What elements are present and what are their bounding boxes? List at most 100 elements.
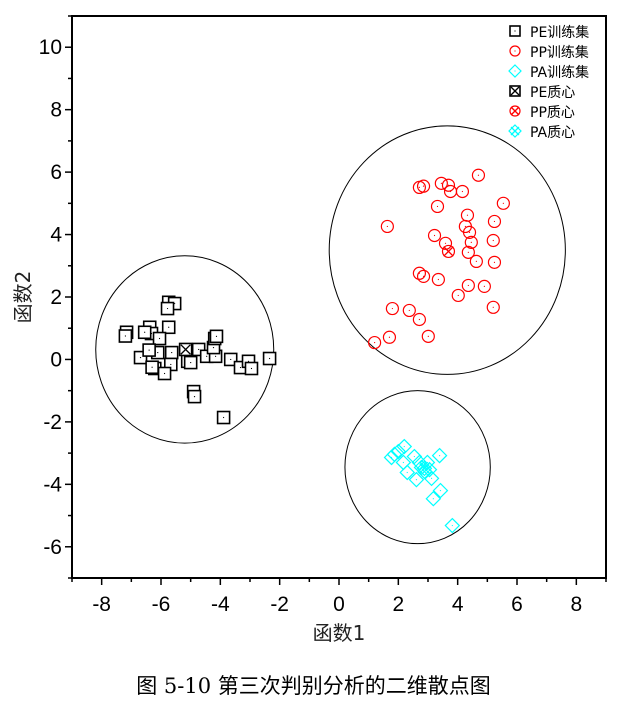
center-dot (438, 455, 441, 457)
data-point-diamond (423, 470, 440, 487)
center-dot (212, 346, 215, 349)
data-point-circle (471, 168, 486, 182)
x-tick-label: -8 (92, 593, 111, 616)
cross-line (510, 126, 520, 136)
group-circle-pa (344, 390, 491, 545)
data-point-diamond (408, 471, 425, 488)
diamond-marker (390, 443, 407, 460)
diamond-marker (396, 438, 413, 455)
center-dot (493, 220, 496, 223)
center-dot (433, 234, 436, 237)
cross-line (419, 463, 430, 474)
center-dot (467, 251, 469, 253)
data-point-circle (380, 219, 394, 234)
data-point-circle (421, 329, 435, 343)
center-dot (247, 360, 250, 362)
data-point-circle (382, 330, 397, 344)
x-axis-label: 函数1 (313, 621, 366, 645)
center-dot (483, 285, 485, 287)
data-point-circle (368, 335, 382, 350)
legend-label: PA质心 (530, 125, 575, 141)
data-point-circle (431, 272, 445, 287)
circle-marker (382, 330, 397, 344)
data-point-circle (486, 233, 500, 248)
center-dot (406, 471, 408, 474)
center-dot (239, 366, 242, 369)
data-point-square (142, 343, 156, 357)
circle-marker (416, 269, 431, 283)
x-tick-label: 4 (452, 593, 464, 616)
center-dot (222, 416, 225, 419)
center-dot (440, 182, 442, 184)
data-point-square (161, 320, 176, 335)
data-point-diamond (419, 454, 436, 471)
circle-marker (441, 178, 456, 192)
center-dot (437, 278, 439, 281)
data-point-circle (455, 184, 470, 199)
center-dot (492, 306, 494, 308)
data-point-circle (402, 303, 416, 318)
data-point-circle-x (441, 244, 456, 259)
diamond-marker (423, 470, 440, 487)
data-point-circle (412, 312, 426, 327)
center-dot (206, 355, 208, 357)
center-dot (166, 307, 169, 310)
y-tick-label: -4 (43, 473, 62, 496)
data-point-circle (427, 228, 442, 243)
y-tick-label: 8 (50, 99, 62, 122)
circle-marker (380, 219, 394, 234)
center-dot (157, 351, 159, 354)
center-dot (457, 294, 459, 297)
data-point-circle (385, 301, 399, 316)
legend-label: PE训练集 (530, 24, 589, 41)
data-point-square (118, 329, 133, 343)
data-point-circle (461, 245, 475, 259)
data-point-circle (469, 254, 483, 269)
x-tick-label: -2 (270, 593, 289, 616)
figure-caption: 图 5-10 第三次判别分析的二维散点图 (136, 674, 491, 698)
center-dot (418, 186, 420, 189)
circle-marker (486, 300, 500, 314)
plot-frame (71, 15, 607, 579)
data-point-square (164, 345, 179, 360)
legend-marker-5 (508, 124, 522, 138)
center-dot (397, 450, 399, 453)
center-dot (268, 357, 271, 360)
center-dot (190, 361, 192, 364)
center-dot (464, 225, 466, 228)
center-dot (430, 477, 433, 480)
circle-marker (412, 312, 426, 327)
circle-marker (487, 214, 502, 229)
center-dot (151, 366, 153, 368)
data-point-diamond (425, 490, 442, 507)
circle-marker (441, 244, 456, 259)
data-point-circle (477, 279, 491, 293)
data-point-square (157, 366, 172, 381)
data-point-circle (451, 288, 465, 303)
center-dot (427, 335, 429, 337)
data-point-circle (461, 278, 475, 293)
y-tick-label: 6 (50, 161, 62, 184)
legend-marker-0 (509, 25, 521, 37)
data-point-square (160, 301, 175, 316)
legend-marker-1 (509, 45, 521, 57)
x-tick-label: 8 (570, 593, 582, 616)
diamond-marker (508, 64, 522, 78)
center-dot (418, 318, 420, 321)
data-point-circle (416, 179, 431, 193)
data-point-circle (486, 300, 500, 314)
circle-marker (509, 45, 521, 57)
cross-line (180, 344, 191, 355)
y-tick-label: 2 (50, 286, 62, 309)
data-point-square (137, 325, 152, 340)
data-point-square (244, 361, 259, 376)
center-dot (215, 335, 218, 337)
center-dot (444, 242, 447, 244)
center-dot (422, 185, 425, 187)
center-dot (514, 50, 516, 52)
circle-marker (431, 272, 445, 287)
center-dot (170, 363, 172, 366)
data-point-diamond (431, 447, 448, 464)
center-dot (193, 395, 196, 398)
center-dot (403, 445, 405, 448)
